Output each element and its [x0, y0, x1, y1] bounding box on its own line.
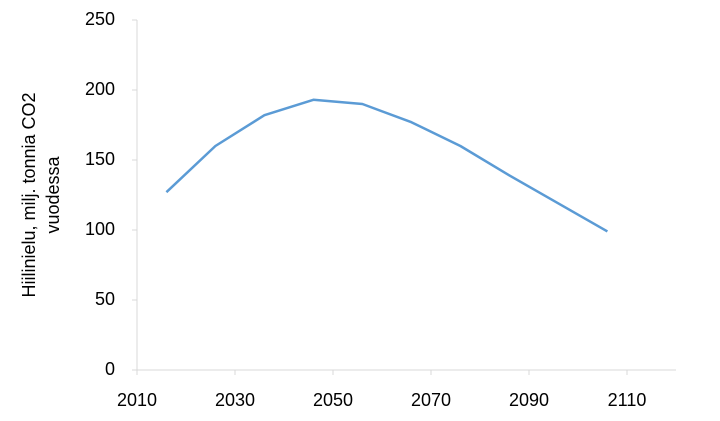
- y-tick-label: 100: [85, 219, 115, 239]
- x-tick-label: 2070: [411, 390, 451, 410]
- x-tick-label: 2090: [509, 390, 549, 410]
- y-axis-label: vuodessa: [43, 155, 63, 233]
- y-tick-label: 50: [95, 289, 115, 309]
- x-tick-label: 2050: [313, 390, 353, 410]
- y-tick-label: 0: [105, 359, 115, 379]
- line: [165, 98, 609, 233]
- x-tick-label: 2010: [117, 390, 157, 410]
- y-tick-label: 250: [85, 9, 115, 29]
- y-axis-label: Hiilinielu, milj. tonnia CO2: [19, 92, 39, 297]
- y-tick-label: 200: [85, 79, 115, 99]
- x-tick-label: 2030: [215, 390, 255, 410]
- y-tick-label: 150: [85, 149, 115, 169]
- x-tick-label: 2110: [608, 390, 647, 410]
